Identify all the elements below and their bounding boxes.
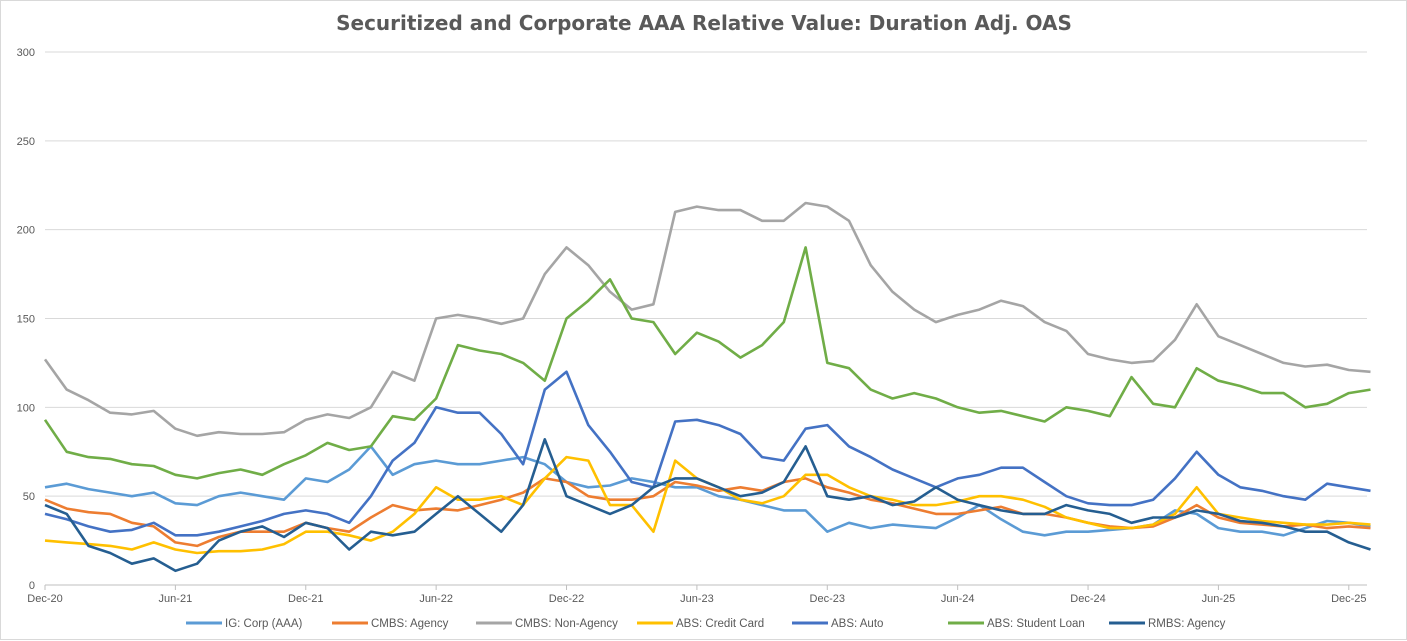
x-tick-label: Dec-24: [1070, 593, 1105, 605]
y-tick-label: 50: [23, 491, 35, 503]
x-tick-label: Dec-23: [810, 593, 845, 605]
legend-label: ABS: Auto: [831, 618, 883, 630]
y-tick-label: 200: [17, 225, 35, 237]
legend-label: CMBS: Agency: [371, 618, 449, 630]
y-tick-label: 150: [17, 314, 35, 326]
y-tick-label: 100: [17, 402, 35, 414]
series-line-cmbs-non-agency: [43, 201, 1371, 438]
series-line-ig-corp-aaa-: [44, 445, 1371, 537]
x-tick-label: Dec-21: [288, 593, 323, 605]
y-tick-label: 300: [17, 47, 35, 59]
y-tick-label: 250: [17, 136, 35, 148]
x-tick-label: Jun-25: [1202, 593, 1236, 605]
x-tick-label: Dec-20: [27, 593, 62, 605]
y-tick-label: 0: [29, 580, 35, 592]
legend-label: RMBS: Agency: [1148, 618, 1226, 630]
series-line-cmbs-agency: [44, 477, 1371, 548]
legend-label: ABS: Student Loan: [987, 618, 1085, 630]
series-line-abs-auto: [44, 370, 1371, 537]
x-tick-label: Jun-23: [680, 593, 714, 605]
x-tick-label: Dec-25: [1331, 593, 1366, 605]
legend-label: CMBS: Non-Agency: [515, 618, 618, 630]
x-tick-label: Jun-21: [159, 593, 193, 605]
x-tick-label: Dec-22: [549, 593, 584, 605]
legend-label: IG: Corp (AAA): [225, 618, 302, 630]
series-line-abs-student-loan: [43, 246, 1371, 480]
chart-title: Securitized and Corporate AAA Relative V…: [336, 11, 1072, 35]
x-tick-label: Jun-24: [941, 593, 975, 605]
legend-label: ABS: Credit Card: [676, 618, 764, 630]
x-tick-label: Jun-22: [419, 593, 453, 605]
series-line-rmbs-agency: [44, 437, 1371, 573]
